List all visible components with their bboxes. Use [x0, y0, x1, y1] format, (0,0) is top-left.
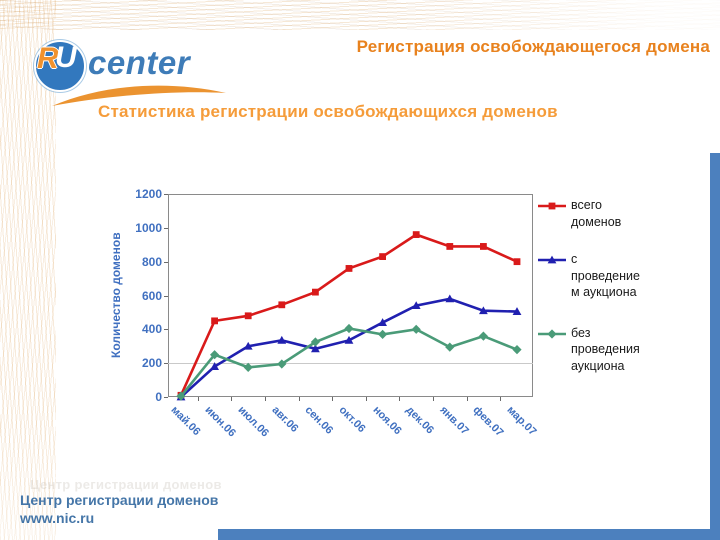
y-tick-mark — [164, 261, 168, 263]
triangle-marker — [210, 362, 219, 370]
square-marker — [548, 202, 556, 210]
x-tick-label: авг.06 — [269, 404, 301, 435]
square-marker — [312, 288, 319, 296]
x-tick-label: фев.07 — [470, 404, 507, 440]
diamond-marker — [176, 391, 186, 401]
square-marker — [480, 243, 487, 250]
square-marker — [244, 312, 252, 320]
square-marker — [379, 253, 386, 260]
square-marker — [412, 231, 420, 238]
triangle-marker — [547, 255, 557, 264]
x-tick-label: ноя.06 — [370, 404, 404, 438]
diamond-marker — [445, 342, 455, 352]
y-tick-label: 400 — [141, 322, 162, 337]
y-tick-label: 600 — [141, 288, 162, 303]
chart-legend: всего доменов с проведение м аукциона без пров… — [538, 197, 688, 374]
rucenter-logo: R U center — [30, 36, 230, 106]
background-guilloche-top — [0, 0, 720, 30]
diamond-marker — [512, 345, 522, 355]
legend-item-0: всего доменов — [538, 197, 688, 230]
x-tick-label: июл.06 — [235, 404, 272, 440]
triangle-marker — [445, 294, 455, 303]
x-tick-mark — [365, 397, 367, 401]
footer-website-url: www.nic.ru — [20, 510, 95, 526]
triangle-marker — [378, 318, 387, 326]
x-tick-label: дек.06 — [403, 404, 437, 437]
y-tick-label: 800 — [141, 254, 162, 269]
diamond-marker — [478, 331, 488, 341]
y-tick-label: 200 — [141, 356, 162, 371]
diamond-marker — [547, 328, 557, 339]
y-tick-mark — [164, 295, 168, 297]
diamond-marker — [344, 323, 354, 334]
accent-bar-right — [710, 153, 720, 540]
footer-ghost-text: Центр регистрации доменов — [30, 477, 222, 492]
logo-letter-u: U — [55, 41, 77, 74]
square-marker — [446, 243, 454, 250]
triangle-marker — [479, 306, 488, 315]
legend-marker-triangle-icon — [538, 255, 566, 264]
square-marker — [278, 301, 286, 309]
line-chart: Количество доменов 0 200 400 600 800 1000 1200… — [109, 187, 539, 439]
x-tick-mark — [500, 397, 502, 401]
triangle-marker — [311, 344, 320, 353]
diamond-marker — [411, 324, 421, 334]
legend-marker-diamond-icon — [538, 328, 566, 339]
diamond-marker — [243, 362, 253, 372]
triangle-marker — [277, 335, 287, 344]
logo-letter-r: R — [37, 42, 59, 75]
square-marker — [345, 265, 353, 272]
logo-wordmark: center — [88, 44, 191, 81]
gridline-200 — [168, 363, 533, 365]
slide-title: Регистрация освобождающегося домена — [356, 37, 710, 56]
legend-label-2: без проведения аукциона — [571, 325, 640, 373]
legend-label-1: с проведение м аукциона — [571, 252, 640, 299]
y-tick-label: 1200 — [135, 187, 162, 201]
x-tick-label: окт.06 — [336, 404, 368, 436]
y-tick-mark — [164, 363, 168, 365]
legend-label-0: всего доменов — [571, 198, 622, 229]
slide-subtitle: Статистика регистрации освобождающихся д… — [98, 102, 558, 121]
x-tick-mark — [265, 397, 266, 401]
x-tick-mark — [197, 397, 199, 401]
logo-swoosh-icon — [52, 85, 226, 106]
triangle-marker — [512, 307, 522, 315]
x-tick-label: сен.06 — [302, 404, 336, 437]
chart-series-canvas — [176, 231, 522, 401]
series-line-1 — [180, 297, 518, 398]
background-guilloche-left — [0, 0, 56, 540]
x-tick-mark — [298, 397, 300, 401]
y-tick-label: 0 — [155, 390, 162, 404]
legend-item-2: без проведения аукциона — [538, 325, 688, 375]
x-tick-mark — [332, 397, 334, 401]
legend-marker-square-icon — [538, 202, 566, 210]
x-tick-label: янв.07 — [437, 404, 471, 438]
triangle-marker — [411, 301, 421, 310]
square-marker — [211, 317, 218, 325]
x-tick-label: май.06 — [168, 404, 203, 439]
diamond-marker — [378, 329, 388, 340]
x-tick-mark — [433, 397, 434, 401]
triangle-marker — [344, 335, 354, 344]
y-tick-label: 1000 — [135, 220, 162, 235]
x-tick-label: июн.06 — [202, 404, 238, 440]
triangle-marker — [243, 341, 253, 350]
y-tick-mark — [164, 329, 168, 331]
y-tick-mark — [164, 227, 168, 229]
x-tick-mark — [399, 397, 401, 401]
series-line-0 — [179, 233, 518, 396]
logo-circle-icon — [34, 40, 86, 92]
y-tick-mark — [164, 194, 168, 195]
legend-item-1: с проведение м аукциона — [538, 251, 688, 301]
x-tick-label: мар.07 — [504, 404, 539, 439]
square-marker — [513, 258, 521, 266]
accent-bar-bottom — [218, 529, 720, 540]
footer-org-name: Центр регистрации доменов — [20, 492, 219, 508]
x-tick-mark — [466, 397, 468, 401]
y-tick-mark — [164, 397, 168, 398]
x-tick-mark — [231, 397, 233, 401]
